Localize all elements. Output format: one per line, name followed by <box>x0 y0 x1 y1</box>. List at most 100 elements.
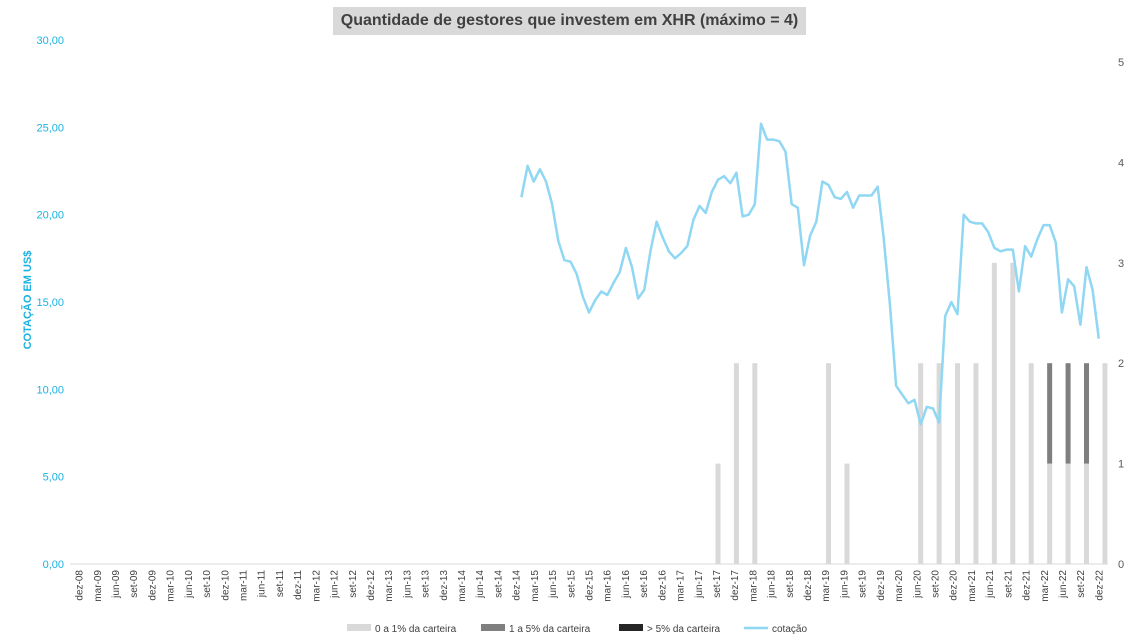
x-tick-label: mar-22 <box>1040 570 1051 602</box>
legend-label: 0 a 1% da carteira <box>375 624 457 635</box>
x-tick-label: dez-10 <box>220 570 231 601</box>
bar-segment <box>973 363 979 564</box>
right-tick-label: 3 <box>1118 258 1124 270</box>
x-tick-label: jun-15 <box>548 570 559 599</box>
right-axis: 0 1 2 3 4 5 <box>1118 57 1124 571</box>
x-tick-label: mar-20 <box>894 570 905 602</box>
x-tick-label: mar-12 <box>311 570 322 602</box>
left-tick-label: 25,00 <box>36 122 64 134</box>
x-tick-label: mar-09 <box>93 570 104 602</box>
line-layer <box>520 122 1101 426</box>
x-tick-label: set-18 <box>785 570 796 598</box>
x-tick-label: dez-20 <box>949 570 960 601</box>
x-tick-label: jun-11 <box>257 570 268 598</box>
bars-layer <box>715 262 1108 564</box>
x-tick-label: mar-14 <box>457 570 468 602</box>
x-tick-label: mar-18 <box>748 570 759 602</box>
left-tick-label: 0,00 <box>43 559 64 571</box>
right-tick-label: 1 <box>1118 459 1124 471</box>
bar-segment <box>1047 363 1053 464</box>
x-tick-label: jun-09 <box>111 570 122 599</box>
x-tick-label: dez-17 <box>730 570 741 601</box>
x-tick-label: dez-22 <box>1094 570 1105 601</box>
x-tick-label: set-15 <box>566 570 577 598</box>
x-tick-label: set-09 <box>129 570 140 598</box>
bar-segment <box>936 363 942 564</box>
bar-segment <box>955 363 961 564</box>
left-axis: 0,00 5,00 10,00 15,00 20,00 25,00 30,00 <box>36 35 64 571</box>
x-tick-label: dez-12 <box>366 570 377 601</box>
legend-swatch <box>619 624 643 631</box>
legend-label: > 5% da carteira <box>647 624 721 635</box>
bar-segment <box>1102 363 1108 564</box>
left-tick-label: 30,00 <box>36 35 64 47</box>
price-line <box>520 122 1101 426</box>
bar-segment <box>918 363 924 564</box>
x-tick-label: jun-19 <box>839 570 850 599</box>
bar-segment <box>1010 262 1016 564</box>
right-tick-label: 4 <box>1118 157 1124 169</box>
x-tick-label: mar-17 <box>676 570 687 602</box>
x-tick-label: dez-18 <box>803 570 814 601</box>
x-tick-label: jun-20 <box>912 570 923 599</box>
bar-segment <box>752 363 758 564</box>
x-tick-label: mar-13 <box>384 570 395 602</box>
legend-swatch <box>481 624 505 631</box>
bar-segment <box>715 463 721 564</box>
x-tick-label: set-20 <box>931 570 942 598</box>
x-tick-label: jun-10 <box>184 570 195 599</box>
left-tick-label: 15,00 <box>36 297 64 309</box>
legend-swatch <box>347 624 371 631</box>
x-tick-label: dez-08 <box>75 570 86 601</box>
x-tick-label: mar-11 <box>239 570 250 601</box>
x-tick-label: set-14 <box>493 570 504 598</box>
bar-segment <box>1084 463 1090 564</box>
bar-segment <box>1065 463 1071 564</box>
left-tick-label: 20,00 <box>36 210 64 222</box>
legend-label: cotação <box>772 624 807 635</box>
x-tick-label: mar-21 <box>967 570 978 602</box>
x-tick-label: mar-16 <box>603 570 614 602</box>
bar-segment <box>844 463 850 564</box>
legend-label: 1 a 5% da carteira <box>509 624 591 635</box>
x-tick-label: jun-21 <box>985 570 996 599</box>
x-tick-label: jun-22 <box>1058 570 1069 599</box>
x-tick-label: jun-12 <box>330 570 341 599</box>
x-tick-label: jun-14 <box>475 570 486 599</box>
legend: 0 a 1% da carteira 1 a 5% da carteira > 5%… <box>347 624 807 635</box>
chart-title: Quantidade de gestores que investem em X… <box>340 12 799 29</box>
x-tick-label: dez-09 <box>147 570 158 601</box>
x-tick-label: dez-19 <box>876 570 887 601</box>
bar-segment <box>1084 363 1090 464</box>
bar-segment <box>733 363 739 564</box>
x-tick-label: dez-11 <box>293 570 304 600</box>
bar-segment <box>1047 463 1053 564</box>
bar-segment <box>826 363 832 564</box>
x-tick-label: set-13 <box>421 570 432 598</box>
right-tick-label: 0 <box>1118 559 1124 571</box>
x-tick-label: dez-21 <box>1022 570 1033 601</box>
x-tick-label: dez-14 <box>512 570 523 601</box>
right-tick-label: 5 <box>1118 57 1124 69</box>
x-axis: dez-08 mar-09 jun-09 set-09 dez-09 mar-10 jun-… <box>70 563 1108 602</box>
x-tick-label: mar-15 <box>530 570 541 602</box>
right-tick-label: 2 <box>1118 358 1124 370</box>
x-tick-label: set-10 <box>202 570 213 598</box>
x-tick-label: dez-16 <box>657 570 668 601</box>
x-tick-label: jun-17 <box>694 570 705 599</box>
x-tick-label: dez-15 <box>585 570 596 601</box>
y-axis-title: COTAÇÃO EM US$ <box>21 251 34 350</box>
x-tick-label: set-22 <box>1076 570 1087 598</box>
x-tick-label: jun-16 <box>621 570 632 599</box>
x-tick-label: mar-10 <box>166 570 177 602</box>
left-tick-label: 10,00 <box>36 384 64 396</box>
bar-segment <box>1065 363 1071 464</box>
x-tick-label: set-12 <box>348 570 359 598</box>
x-tick-label: dez-13 <box>439 570 450 601</box>
x-tick-label: set-11 <box>275 570 286 597</box>
left-tick-label: 5,00 <box>43 472 64 484</box>
bar-segment <box>1028 363 1034 564</box>
x-tick-label: set-21 <box>1003 570 1014 598</box>
chart-title-box: Quantidade de gestores que investem em X… <box>333 7 806 35</box>
